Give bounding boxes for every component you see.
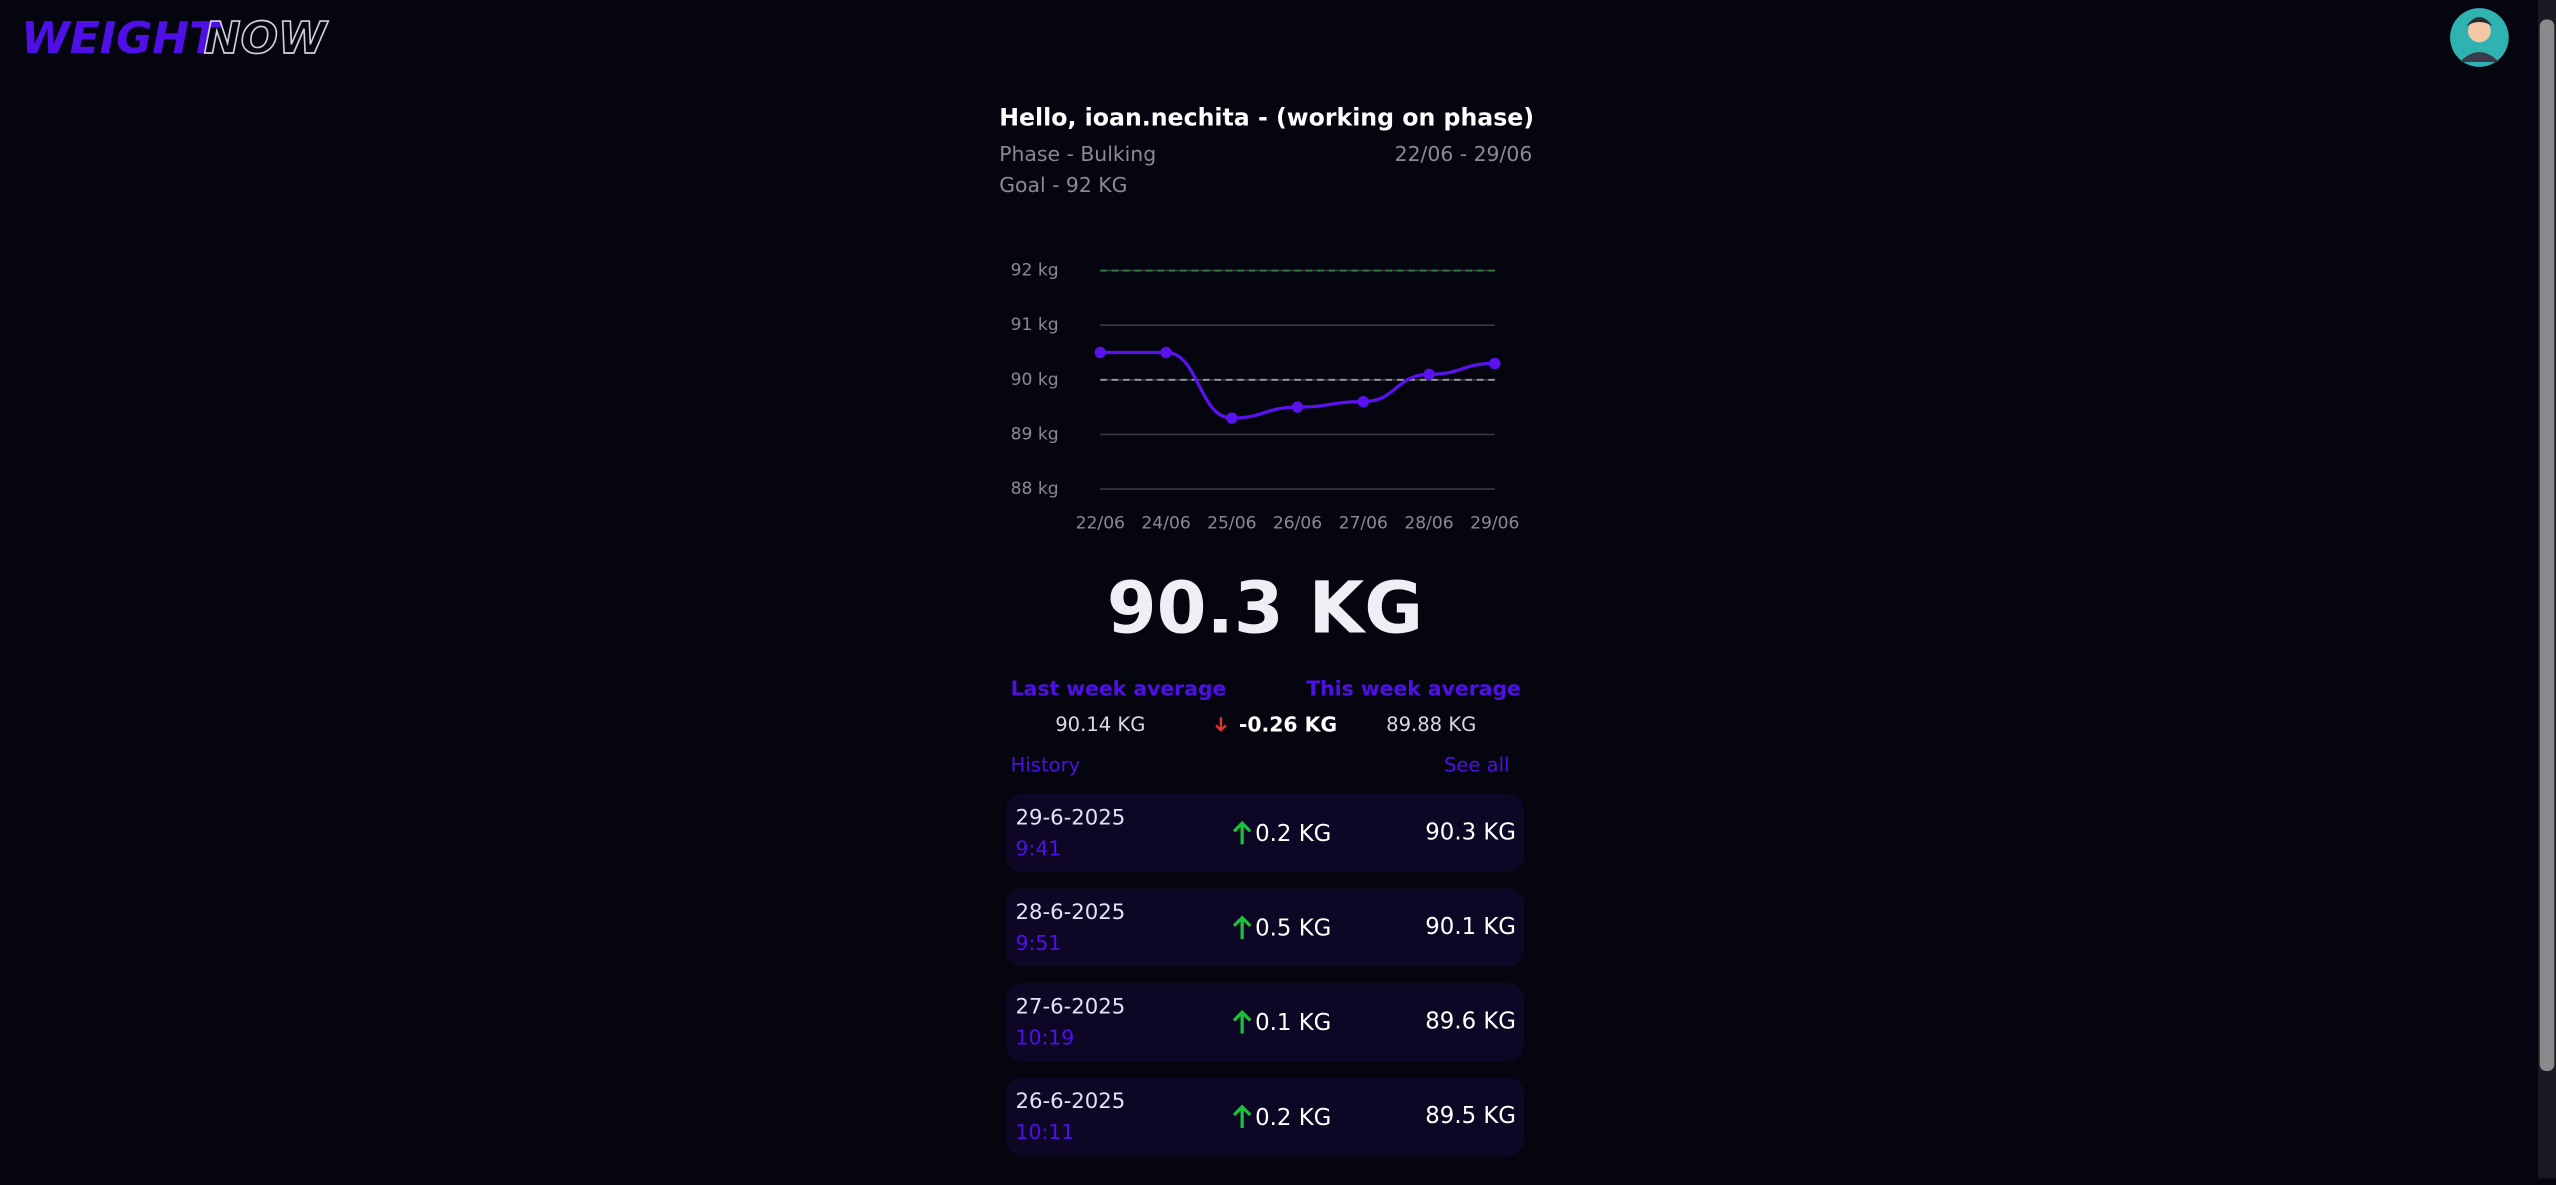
row-date: 28-6-2025 — [1016, 899, 1126, 924]
phase: Phase - Bulking — [999, 142, 1156, 166]
avatar-face — [2467, 19, 2491, 43]
date-range: 22/06 - 29/06 — [1395, 142, 1533, 166]
row-time: 10:19 — [1016, 1025, 1075, 1049]
history-row[interactable] — [1005, 1077, 1525, 1156]
up-arrow — [1232, 1009, 1252, 1034]
y-tick-label: 90 kg — [1011, 370, 1059, 390]
history-row[interactable] — [1005, 793, 1525, 873]
history-row[interactable] — [1005, 888, 1525, 967]
row-date: 27-6-2025 — [1016, 993, 1126, 1018]
scrollbar-thumb[interactable] — [2539, 19, 2555, 1071]
row-change: 0.1 KG — [1255, 1010, 1331, 1036]
x-tick-label: 24/06 — [1141, 513, 1190, 533]
last-week-value: 90.14 KG — [1055, 713, 1145, 736]
weight-point[interactable] — [1423, 368, 1435, 381]
down-arrow — [1215, 717, 1227, 733]
y-tick-label: 92 kg — [1011, 261, 1059, 281]
history-row[interactable] — [1005, 982, 1525, 1062]
row-time: 10:11 — [1016, 1120, 1075, 1144]
up-arrow — [1232, 1104, 1252, 1129]
weight-point[interactable] — [1160, 346, 1172, 359]
row-change: 0.5 KG — [1255, 916, 1331, 942]
y-tick-label: 89 kg — [1011, 424, 1059, 444]
greeting: Hello, ioan.nechita - (working on phase) — [999, 103, 1534, 131]
this-week-value: 89.88 KG — [1386, 713, 1476, 736]
row-weight: 89.5 KG — [1425, 1103, 1516, 1129]
up-arrow — [1232, 820, 1252, 845]
row-date: 29-6-2025 — [1016, 804, 1126, 829]
y-tick-label: 91 kg — [1011, 315, 1059, 335]
row-weight: 90.1 KG — [1425, 914, 1516, 940]
avatar[interactable] — [2450, 8, 2509, 67]
logo-now[interactable]: NOW — [203, 12, 330, 65]
x-tick-label: 22/06 — [1076, 513, 1125, 533]
logo-weight[interactable]: WEIGHT — [21, 13, 222, 64]
weight-point[interactable] — [1226, 412, 1238, 424]
weight-point[interactable] — [1489, 357, 1501, 370]
y-tick-label: 88 kg — [1011, 479, 1059, 499]
row-time: 9:51 — [1016, 931, 1062, 955]
x-tick-label: 27/06 — [1339, 513, 1388, 533]
goal: Goal - 92 KG — [999, 173, 1127, 197]
row-weight: 89.6 KG — [1425, 1009, 1516, 1035]
x-tick-label: 26/06 — [1273, 513, 1322, 533]
avatar-body — [2459, 52, 2499, 62]
history-title: History — [1011, 754, 1081, 777]
x-tick-label: 29/06 — [1470, 513, 1519, 533]
difference: -0.26 KG — [1239, 712, 1337, 736]
x-tick-label: 28/06 — [1404, 513, 1453, 533]
row-change: 0.2 KG — [1255, 1105, 1331, 1131]
this-week-label: This week average — [1306, 677, 1521, 701]
current-weight: 90.3 KG — [1107, 565, 1423, 649]
row-date: 26-6-2025 — [1016, 1088, 1126, 1113]
weight-point[interactable] — [1291, 401, 1304, 413]
x-tick-label: 25/06 — [1207, 513, 1256, 533]
weight-point[interactable] — [1357, 395, 1370, 408]
up-arrow — [1232, 915, 1252, 939]
row-change: 0.2 KG — [1255, 821, 1331, 847]
row-weight: 90.3 KG — [1425, 819, 1516, 845]
avatar-hair — [2466, 17, 2493, 27]
see-all-link[interactable]: See all — [1444, 754, 1510, 777]
last-week-label: Last week average — [1011, 677, 1227, 701]
weight-point[interactable] — [1094, 346, 1107, 359]
row-time: 9:41 — [1016, 836, 1062, 860]
